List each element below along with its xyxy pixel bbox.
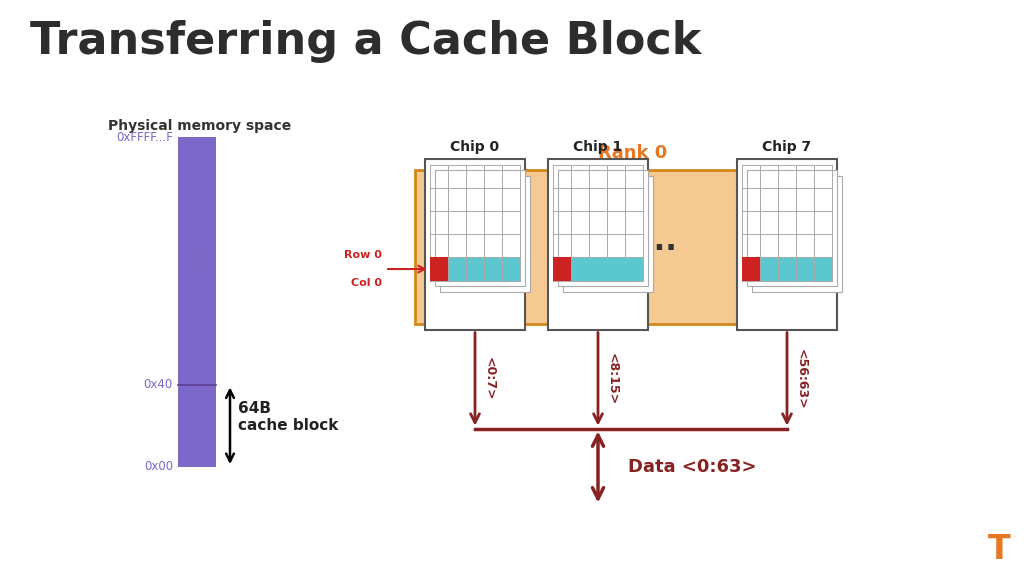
Bar — [553, 257, 643, 281]
Bar — [430, 257, 449, 281]
Text: ...: ... — [643, 227, 678, 256]
Bar — [415, 170, 833, 324]
Bar — [752, 176, 842, 291]
Text: <0:7>: <0:7> — [482, 357, 496, 401]
Text: Physical memory space: Physical memory space — [109, 119, 292, 132]
Bar — [548, 160, 648, 329]
Bar — [981, 526, 1017, 573]
Bar — [558, 170, 648, 286]
Bar — [440, 176, 530, 291]
Text: Rank 0: Rank 0 — [598, 143, 667, 161]
Text: Chip 7: Chip 7 — [763, 140, 812, 154]
Text: 0x40: 0x40 — [143, 378, 173, 391]
Text: ⋮: ⋮ — [186, 253, 208, 272]
Text: KNOXVILLE: KNOXVILLE — [926, 560, 961, 564]
Bar — [563, 176, 653, 291]
Bar — [742, 257, 760, 281]
Text: T: T — [988, 533, 1011, 566]
Text: Slide courtesy of Onur Mutlu, Carnegie Mellon University: Slide courtesy of Onur Mutlu, Carnegie M… — [26, 540, 616, 559]
Text: Row 0: Row 0 — [344, 250, 382, 260]
Bar — [746, 170, 837, 286]
Text: TENNESSEE: TENNESSEE — [907, 545, 979, 556]
Text: 0x00: 0x00 — [144, 460, 173, 473]
Bar — [435, 170, 525, 286]
Text: Data <0:63>: Data <0:63> — [628, 458, 757, 476]
Bar — [178, 137, 216, 467]
Text: 12: 12 — [877, 540, 901, 559]
Text: Col 0: Col 0 — [351, 278, 382, 288]
Text: Transferring a Cache Block: Transferring a Cache Block — [30, 20, 701, 63]
Bar — [742, 257, 831, 281]
Text: THE UNIVERSITY OF: THE UNIVERSITY OF — [911, 535, 974, 540]
Bar — [553, 257, 571, 281]
Text: <56:63>: <56:63> — [795, 348, 808, 410]
Bar — [737, 160, 837, 329]
Bar — [430, 257, 520, 281]
Text: 0xFFFF...F: 0xFFFF...F — [116, 131, 173, 144]
Text: Chip 0: Chip 0 — [451, 140, 500, 154]
Bar — [425, 160, 525, 329]
Text: Chip 1: Chip 1 — [573, 140, 623, 154]
Text: <8:15>: <8:15> — [605, 353, 618, 405]
Text: 64B
cache block: 64B cache block — [238, 401, 338, 433]
